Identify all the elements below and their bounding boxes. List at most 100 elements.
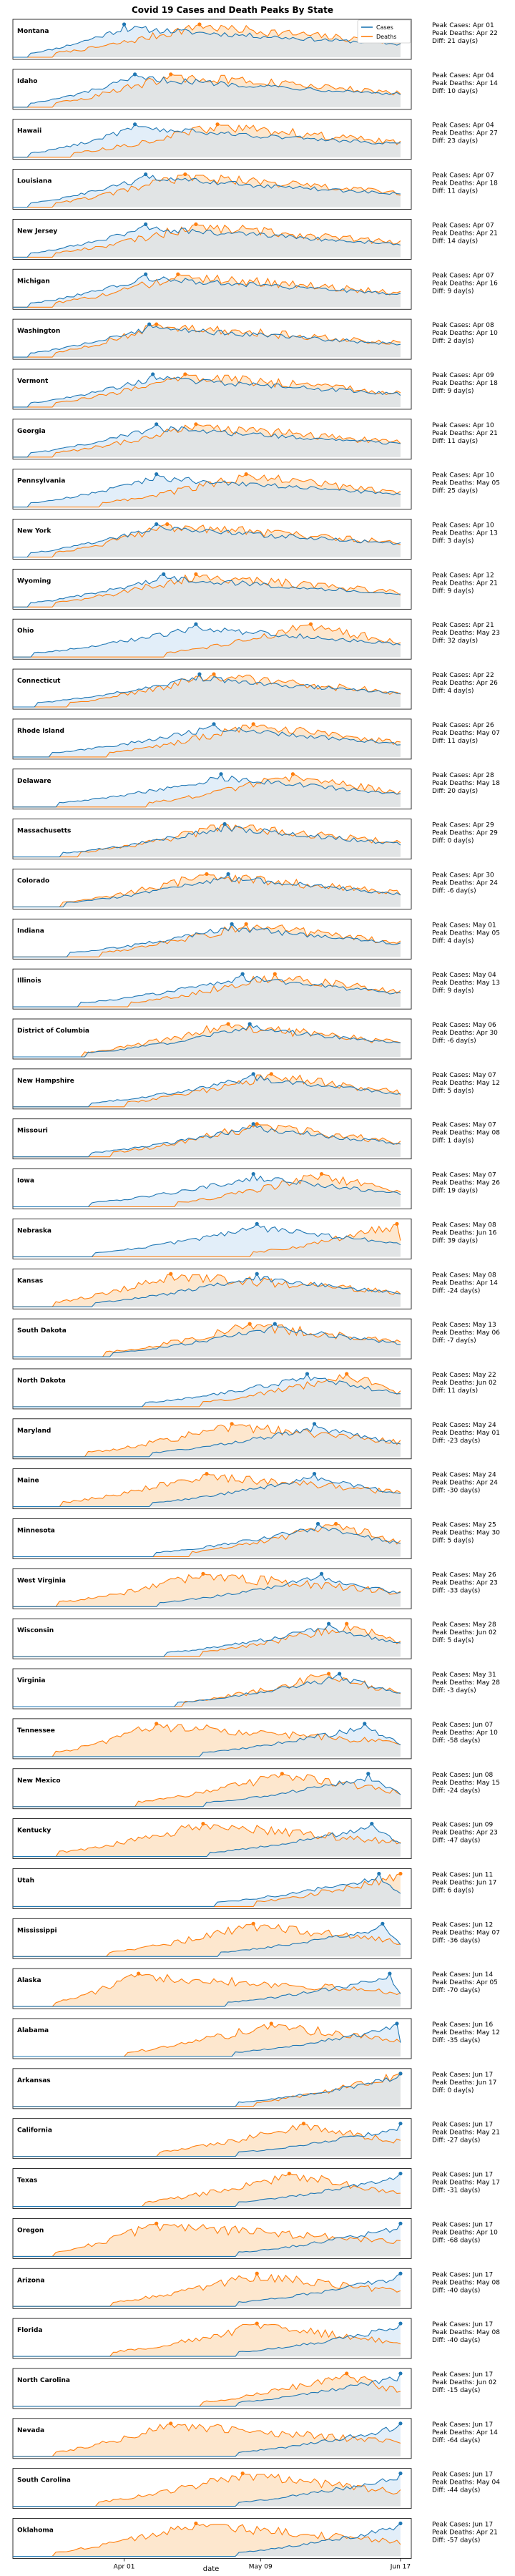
deaths-peak-marker — [201, 1822, 205, 1826]
peak-diff-text: Diff: 2 day(s) — [432, 338, 474, 345]
peak-diff-text: Diff: 19 day(s) — [432, 1188, 478, 1195]
cases-peak-marker — [312, 1472, 317, 1476]
peak-cases-text: Peak Cases: Apr 26 — [432, 722, 494, 729]
peak-deaths-text: Peak Deaths: May 26 — [432, 1180, 500, 1187]
state-name: Minnesota — [17, 1528, 55, 1535]
deaths-peak-marker — [154, 322, 159, 326]
peak-deaths-text: Peak Deaths: May 13 — [432, 980, 500, 987]
peak-diff-text: Diff: 14 day(s) — [432, 238, 478, 245]
deaths-line — [13, 374, 401, 408]
peak-cases-text: Peak Cases: Apr 09 — [432, 372, 494, 379]
deaths-peak-marker — [194, 222, 198, 226]
state-name: South Carolina — [17, 2477, 71, 2484]
state-name: Kentucky — [17, 1828, 51, 1835]
peak-diff-text: Diff: 25 day(s) — [432, 488, 478, 495]
cases-peak-marker — [398, 2521, 403, 2526]
deaths-peak-marker — [269, 1072, 273, 1076]
deaths-line — [13, 1723, 401, 1757]
peak-diff-text: Diff: -68 day(s) — [432, 2237, 480, 2244]
cases-area — [13, 1823, 401, 1857]
peak-deaths-text: Peak Deaths: May 01 — [432, 1430, 500, 1437]
deaths-peak-marker — [345, 1372, 349, 1376]
peak-diff-text: Diff: 0 day(s) — [432, 838, 474, 845]
deaths-line — [13, 1823, 401, 1858]
peak-diff-text: Diff: 5 day(s) — [432, 1088, 474, 1095]
cases-line — [13, 1972, 401, 2007]
cases-area — [13, 1123, 401, 1157]
cases-area — [13, 974, 401, 1008]
state-name: Wisconsin — [17, 1627, 54, 1634]
deaths-peak-marker — [201, 1571, 205, 1576]
deaths-peak-marker — [183, 372, 187, 376]
cases-area — [13, 324, 401, 358]
cases-line — [13, 1573, 401, 1607]
cases-area — [13, 1324, 401, 1357]
deaths-line — [13, 1973, 401, 2007]
cases-area — [13, 1224, 401, 1257]
peak-diff-text: Diff: -36 day(s) — [432, 1937, 480, 1944]
state-name: Mississippi — [17, 1927, 57, 1934]
deaths-peak-marker — [169, 72, 173, 77]
peak-cases-text: Peak Cases: Apr 12 — [432, 572, 494, 579]
deaths-peak-marker — [308, 622, 313, 626]
cases-line — [13, 1173, 401, 1208]
peak-cases-text: Peak Cases: Jun 17 — [432, 2522, 493, 2529]
state-name: Pennsylvania — [17, 478, 65, 485]
peak-cases-text: Peak Cases: Apr 01 — [432, 22, 494, 29]
peak-deaths-text: Peak Deaths: Apr 14 — [432, 1279, 498, 1287]
peak-deaths-text: Peak Deaths: Jun 02 — [432, 1629, 496, 1636]
peak-deaths-text: Peak Deaths: Apr 13 — [432, 530, 498, 537]
cases-line — [13, 823, 401, 858]
cases-area — [13, 1523, 401, 1557]
peak-cases-text: Peak Cases: May 24 — [432, 1472, 496, 1479]
cases-peak-marker — [398, 2421, 403, 2426]
state-name: Michigan — [17, 278, 50, 285]
deaths-line — [13, 124, 401, 158]
deaths-line — [13, 723, 401, 758]
cases-line — [13, 1423, 401, 1458]
cases-peak-marker — [273, 1322, 277, 1326]
cases-peak-marker — [147, 322, 152, 326]
state-name: New Mexico — [17, 1777, 61, 1785]
deaths-peak-marker — [255, 2321, 259, 2326]
state-name: District of Columbia — [17, 1028, 89, 1035]
state-name: North Carolina — [17, 2377, 70, 2384]
peak-diff-text: Diff: -44 day(s) — [432, 2487, 480, 2494]
cases-peak-marker — [240, 972, 245, 976]
cases-line — [13, 1823, 401, 1858]
deaths-peak-marker — [183, 172, 187, 177]
cases-peak-marker — [226, 872, 230, 877]
state-name: Hawaii — [17, 128, 41, 135]
deaths-line — [13, 774, 401, 808]
peak-deaths-text: Peak Deaths: Apr 21 — [432, 230, 498, 237]
cases-line — [13, 473, 401, 508]
peak-deaths-text: Peak Deaths: May 08 — [432, 2279, 500, 2286]
deaths-line — [13, 2522, 401, 2557]
cases-peak-marker — [381, 1921, 385, 1926]
peak-diff-text: Diff: -7 day(s) — [432, 1337, 476, 1345]
cases-line — [13, 2323, 401, 2357]
cases-area — [13, 2123, 401, 2157]
state-name: Nebraska — [17, 1227, 52, 1234]
